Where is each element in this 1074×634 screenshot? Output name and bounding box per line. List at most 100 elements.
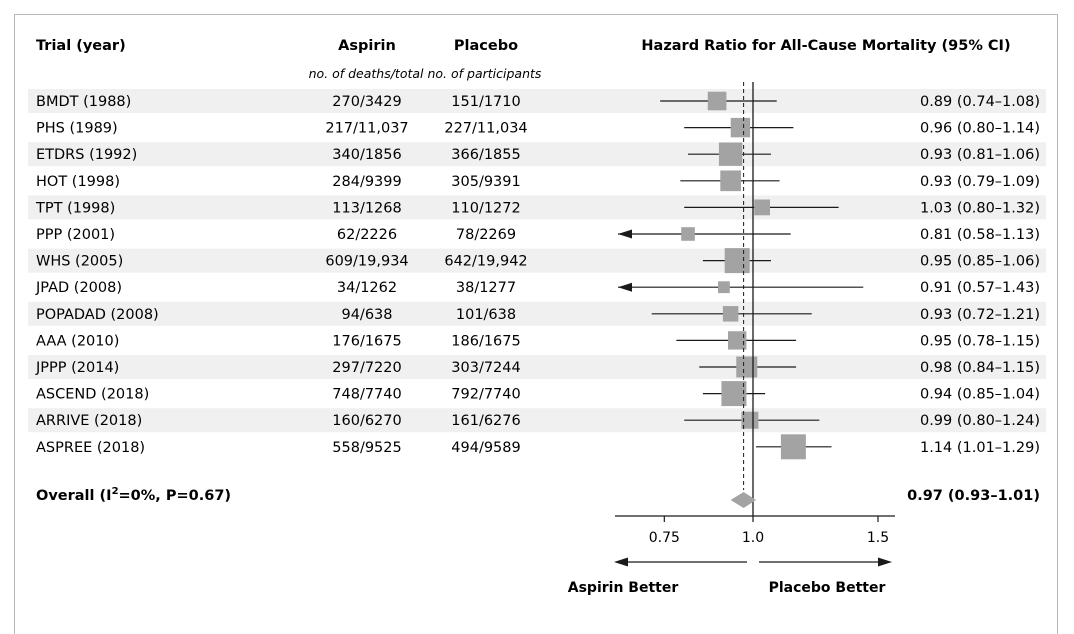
plot-lines (743, 82, 754, 516)
hr-ci-label: 0.93 (0.81–1.06) (920, 147, 1040, 163)
trial-name: AAA (2010) (36, 333, 119, 349)
overall-ci-label: 0.97 (0.93–1.01) (907, 488, 1040, 504)
placebo-value: 227/11,034 (444, 121, 527, 137)
overall-label-sup: 2 (112, 486, 119, 497)
overall-row: Overall (I2=0%, P=0.67) 0.97 (0.93–1.01) (36, 486, 1040, 508)
aspirin-value: 558/9525 (332, 440, 401, 456)
row-stripe (28, 89, 1046, 113)
header-aspirin: Aspirin (338, 38, 396, 54)
placebo-better-arrowhead (878, 557, 892, 567)
row-stripe (28, 195, 1046, 220)
trial-name: PHS (1989) (36, 121, 118, 137)
hr-marker (718, 142, 743, 166)
trial-name: BMDT (1988) (36, 94, 131, 110)
aspirin-value: 270/3429 (332, 94, 401, 110)
hr-ci-label: 0.95 (0.85–1.06) (920, 254, 1040, 270)
hr-marker (741, 411, 759, 429)
aspirin-value: 34/1262 (337, 280, 397, 296)
hr-marker (722, 306, 739, 322)
hr-ci-label: 1.14 (1.01–1.29) (920, 440, 1040, 456)
trial-name: PPP (2001) (36, 227, 115, 243)
placebo-value: 151/1710 (451, 94, 520, 110)
trial-name: POPADAD (2008) (36, 307, 159, 323)
aspirin-value: 284/9399 (332, 174, 401, 190)
hr-marker (736, 356, 758, 378)
trial-name: ASCEND (2018) (36, 387, 149, 403)
header-trial: Trial (year) (36, 38, 126, 54)
hr-ci-label: 0.94 (0.85–1.04) (920, 387, 1040, 403)
trial-name: ETDRS (1992) (36, 147, 137, 163)
ci-arrow (618, 282, 632, 292)
trial-name: JPAD (2008) (35, 280, 122, 296)
hr-ci-label: 0.98 (0.84–1.15) (920, 360, 1040, 376)
placebo-better-label: Placebo Better (769, 580, 886, 596)
figure-frame (14, 14, 1058, 634)
placebo-value: 305/9391 (451, 174, 520, 190)
row-stripe (28, 408, 1046, 433)
aspirin-value: 176/1675 (332, 333, 401, 349)
placebo-value: 38/1277 (456, 280, 516, 296)
aspirin-better-arrowhead (614, 557, 628, 567)
x-axis: 0.75 1.0 1.5 (615, 515, 895, 546)
row-stripes (28, 89, 1046, 433)
hr-ci-label: 0.99 (0.80–1.24) (920, 413, 1040, 429)
placebo-value: 303/7244 (451, 360, 520, 376)
placebo-value: 792/7740 (451, 387, 520, 403)
trial-name: HOT (1998) (36, 174, 120, 190)
placebo-value: 642/19,942 (444, 254, 527, 270)
axis-tick-label: 1.5 (867, 530, 889, 546)
overall-diamond (730, 492, 757, 508)
placebo-value: 101/638 (456, 307, 516, 323)
hr-marker (707, 91, 727, 111)
hr-marker (681, 227, 695, 241)
trial-name: ARRIVE (2018) (36, 413, 142, 429)
forest-plot: Trial (year) Aspirin Placebo Hazard Rati… (28, 38, 1046, 596)
placebo-value: 494/9589 (451, 440, 520, 456)
aspirin-value: 160/6270 (332, 413, 401, 429)
aspirin-value: 217/11,037 (325, 121, 408, 137)
hr-marker (724, 248, 750, 274)
trial-rows: BMDT (1988) 270/3429 151/1710 0.89 (0.74–1.… (35, 91, 1040, 460)
hr-marker (721, 381, 747, 407)
aspirin-value: 748/7740 (332, 387, 401, 403)
trial-name: WHS (2005) (36, 254, 123, 270)
hr-marker (730, 117, 751, 138)
hr-marker (754, 199, 771, 216)
direction-labels: Aspirin Better Placebo Better (568, 557, 892, 596)
axis-tick-label: 1.0 (742, 530, 764, 546)
hr-ci-label: 0.93 (0.72–1.21) (920, 307, 1040, 323)
aspirin-value: 297/7220 (332, 360, 401, 376)
hr-marker (780, 434, 806, 460)
placebo-value: 78/2269 (456, 227, 516, 243)
row-stripe (28, 248, 1046, 273)
hr-marker (728, 331, 747, 350)
hr-ci-label: 0.91 (0.57–1.43) (920, 280, 1040, 296)
hr-ci-label: 0.95 (0.78–1.15) (920, 333, 1040, 349)
hr-marker (720, 170, 741, 192)
hr-ci-label: 0.96 (0.80–1.14) (920, 121, 1040, 137)
aspirin-value: 340/1856 (332, 147, 401, 163)
row-stripe (28, 301, 1046, 326)
placebo-value: 186/1675 (451, 333, 520, 349)
header-subheader: no. of deaths/total no. of participants (309, 66, 542, 81)
column-headers: Trial (year) Aspirin Placebo Hazard Rati… (36, 38, 1011, 81)
placebo-value: 366/1855 (451, 147, 520, 163)
placebo-value: 110/1272 (451, 200, 520, 216)
trial-name: ASPREE (2018) (36, 440, 145, 456)
aspirin-value: 113/1268 (332, 200, 401, 216)
aspirin-value: 94/638 (341, 307, 392, 323)
hr-ci-label: 1.03 (0.80–1.32) (920, 200, 1040, 216)
placebo-value: 161/6276 (451, 413, 520, 429)
row-stripe (28, 355, 1046, 379)
axis-tick-label: 0.75 (649, 530, 680, 546)
header-hazard-ratio: Hazard Ratio for All-Cause Mortality (95… (641, 38, 1010, 54)
hr-ci-label: 0.81 (0.58–1.13) (920, 227, 1040, 243)
hr-ci-label: 0.89 (0.74–1.08) (920, 94, 1040, 110)
row-stripe (28, 142, 1046, 167)
hr-marker (718, 281, 730, 294)
header-placebo: Placebo (454, 38, 518, 54)
aspirin-value: 609/19,934 (325, 254, 408, 270)
aspirin-value: 62/2226 (337, 227, 397, 243)
aspirin-better-label: Aspirin Better (568, 580, 679, 596)
hr-ci-label: 0.93 (0.79–1.09) (920, 174, 1040, 190)
